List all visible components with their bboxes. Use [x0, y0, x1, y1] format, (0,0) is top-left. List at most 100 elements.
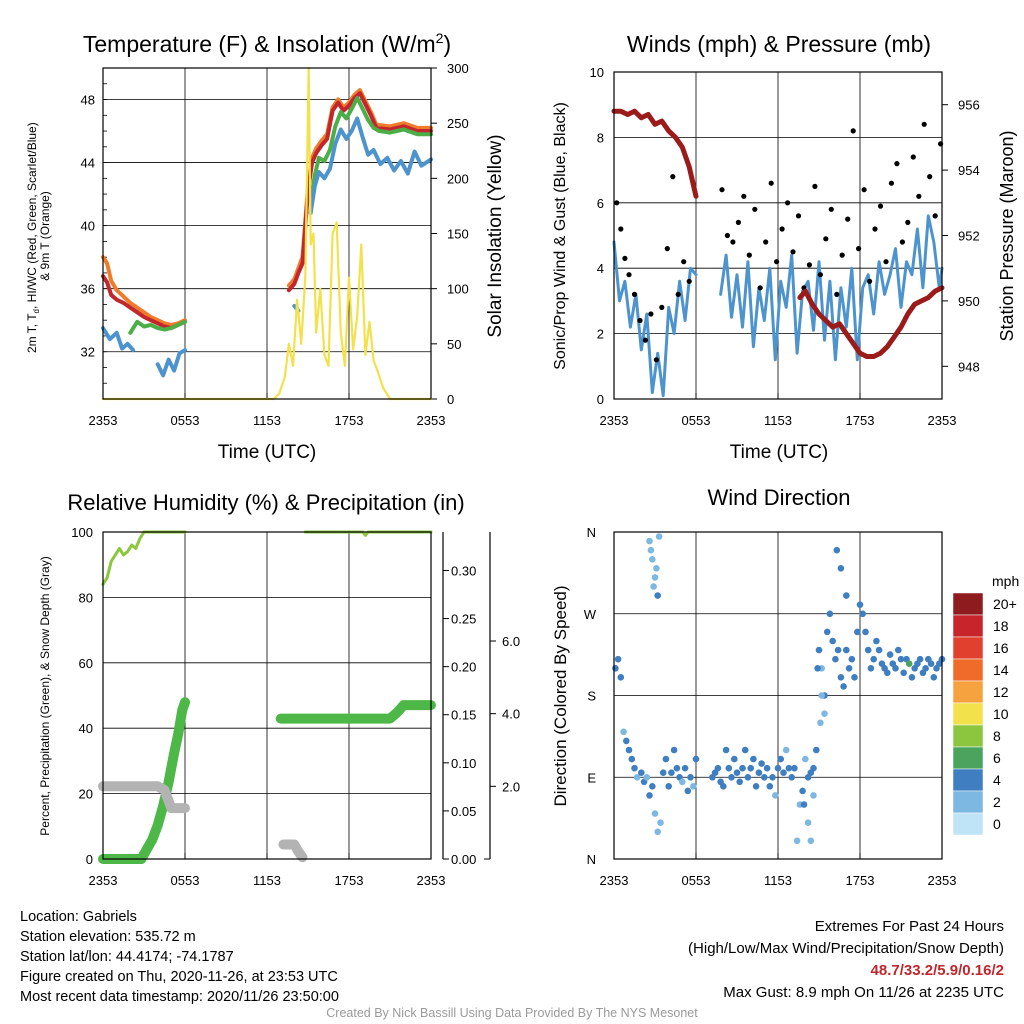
legend-swatch	[952, 592, 984, 616]
insolation-ytick-label: 250	[447, 116, 469, 131]
winds-ytick-label: 10	[590, 65, 604, 80]
gust-point	[763, 239, 769, 245]
direction-point	[739, 764, 746, 772]
gust-point	[642, 337, 649, 343]
direction-point	[922, 665, 929, 672]
direction-point	[670, 746, 678, 754]
precip-ytick-label: 0.30	[451, 563, 476, 578]
snow-ytick-label: 6.0	[502, 634, 520, 649]
direction-point	[647, 546, 655, 554]
direction-point	[884, 669, 891, 677]
wind-direction-ytick-label: W	[584, 607, 597, 622]
direction-point	[628, 755, 636, 763]
direction-point	[780, 769, 787, 776]
station-elevation: Station elevation: 535.72 m	[20, 929, 196, 945]
legend-swatch	[952, 746, 984, 770]
pressure-ytick-label: 950	[958, 294, 980, 309]
direction-point	[758, 760, 765, 767]
direction-point	[867, 665, 875, 672]
insolation-ytick-label: 300	[447, 61, 469, 76]
winds-xtick-label: 2353	[600, 413, 629, 428]
direction-point	[814, 665, 821, 672]
gust-point	[670, 174, 676, 180]
winds-xlabel: Time (UTC)	[730, 442, 829, 463]
wind-direction-ytick-label: S	[587, 689, 596, 704]
direction-point	[614, 655, 622, 663]
direction-point	[821, 710, 828, 717]
precip-ytick-label: 0.20	[451, 660, 476, 675]
legend-label: 6	[993, 750, 1001, 766]
temperature-ylabel-left: 2m T, Td, HI/WC (Red, Green, Scarlet/Blu…	[25, 119, 52, 353]
winds-ytick-label: 4	[597, 261, 604, 276]
direction-point	[930, 674, 938, 681]
direction-point	[684, 787, 692, 795]
gust-point	[779, 226, 785, 232]
legend-title: mph	[992, 573, 1019, 589]
direction-point	[804, 819, 812, 826]
gust-point	[834, 291, 840, 297]
gust-point	[921, 121, 927, 127]
snow-ytick-label: 4.0	[502, 707, 520, 722]
figure-created: Figure created on Thu, 2020-11-26, at 23…	[20, 969, 338, 985]
insolation-ytick-label: 150	[447, 227, 469, 242]
gust-point	[795, 213, 802, 219]
pressure-ytick-label: 952	[958, 229, 980, 244]
winds-xtick-label: 1153	[764, 413, 792, 428]
direction-point	[875, 646, 883, 654]
gust-point	[746, 252, 752, 258]
direction-point	[659, 769, 667, 776]
legend-label: 14	[993, 662, 1009, 678]
direction-point	[752, 783, 760, 790]
direction-point	[720, 783, 727, 790]
legend-swatch	[952, 790, 984, 814]
gust-point	[812, 183, 818, 189]
direction-point	[722, 746, 730, 754]
direction-point	[802, 755, 809, 763]
wind-direction-panel: Wind Direction Direction (Colored By Spe…	[551, 485, 1019, 888]
pressure-ytick-label: 954	[958, 163, 980, 178]
direction-point	[848, 655, 856, 663]
direction-point	[916, 655, 924, 663]
precip-ytick-label: 0.00	[451, 852, 476, 867]
extremes-title: Extremes For Past 24 Hours	[814, 918, 1004, 935]
snow-ytick-label: 2.0	[502, 779, 520, 794]
direction-point	[653, 565, 660, 572]
gust-point	[724, 232, 731, 239]
winds-xtick-label: 2353	[928, 413, 957, 428]
direction-point	[905, 660, 913, 667]
direction-point	[777, 755, 784, 763]
gust-point	[839, 252, 845, 258]
direction-point	[774, 764, 782, 772]
insolation-ytick-label: 100	[447, 282, 469, 297]
legend-label: 2	[993, 794, 1001, 810]
gust-point	[757, 285, 763, 291]
gust-point	[730, 239, 736, 245]
gust-point	[631, 291, 638, 297]
direction-point	[856, 601, 864, 608]
temperature-ytick-label: 36	[81, 282, 95, 297]
humidity-ytick-label: 40	[79, 721, 93, 736]
direction-point	[654, 592, 661, 599]
pressure-ytick-label: 948	[958, 359, 980, 374]
legend-label: 4	[993, 772, 1001, 788]
direction-point	[793, 837, 801, 845]
series-blue-line	[101, 116, 433, 378]
direction-point	[655, 533, 663, 540]
gust-point	[686, 278, 692, 284]
temperature-xtick-label: 0553	[171, 413, 200, 428]
direction-point	[651, 574, 659, 581]
gust-point	[681, 259, 687, 265]
direction-point	[687, 774, 694, 781]
gust-point	[927, 174, 933, 180]
gust-point	[910, 154, 916, 160]
most-recent-data: Most recent data timestamp: 2020/11/26 2…	[20, 989, 339, 1005]
direction-point	[843, 592, 850, 599]
direction-point	[681, 764, 689, 772]
direction-point	[843, 646, 850, 654]
gust-point	[785, 200, 791, 206]
series-snow_gray-line	[98, 781, 308, 863]
direction-point	[631, 764, 638, 772]
precip-ytick-label: 0.15	[451, 708, 476, 723]
direction-point	[834, 646, 842, 654]
